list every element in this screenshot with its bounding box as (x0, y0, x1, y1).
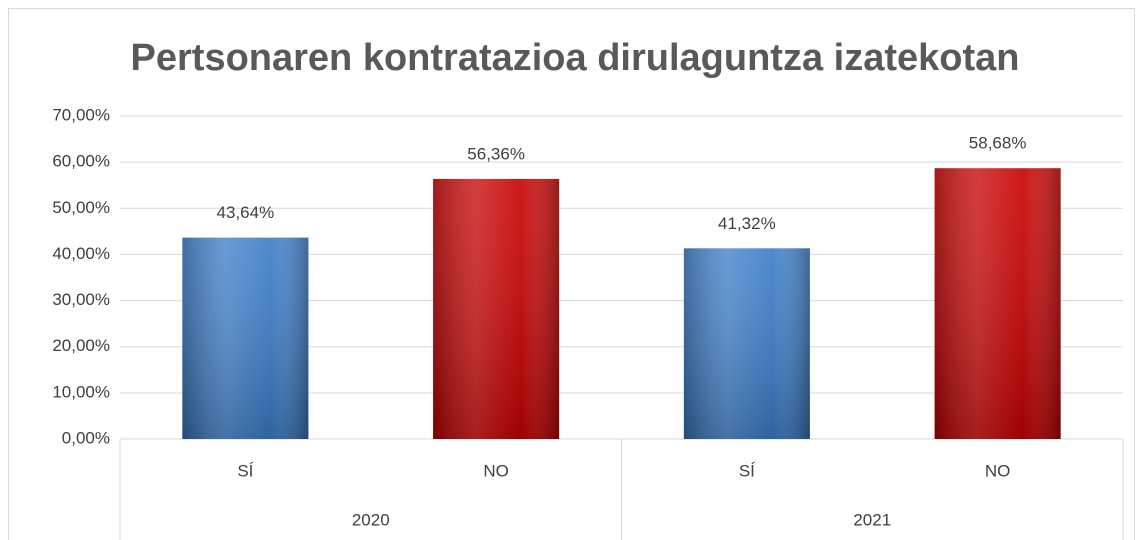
chart-title: Pertsonaren kontratazioa dirulaguntza iz… (131, 37, 1020, 79)
bar-shade (182, 237, 309, 439)
x-tick-label: SÍ (237, 461, 253, 480)
x-tick-label: NO (483, 461, 509, 480)
data-label: 58,68% (969, 134, 1027, 153)
y-tick-label: 70,00% (52, 105, 110, 124)
data-label: 43,64% (217, 203, 275, 222)
y-tick-label: 50,00% (52, 198, 110, 217)
x-tick-label: NO (985, 461, 1011, 480)
y-tick-label: 40,00% (52, 244, 110, 263)
group-label: 2020 (352, 510, 390, 529)
bar-shade (934, 168, 1061, 440)
bar-shade (683, 248, 810, 439)
bar-shade (433, 178, 560, 440)
data-label: 41,32% (718, 214, 776, 233)
y-tick-label: 20,00% (52, 336, 110, 355)
x-tick-label: SÍ (739, 461, 755, 480)
group-label: 2021 (853, 510, 891, 529)
y-tick-label: 10,00% (52, 382, 110, 401)
y-tick-label: 0,00% (62, 428, 110, 447)
data-label: 56,36% (467, 144, 525, 163)
y-tick-label: 30,00% (52, 290, 110, 309)
y-tick-label: 60,00% (52, 152, 110, 171)
